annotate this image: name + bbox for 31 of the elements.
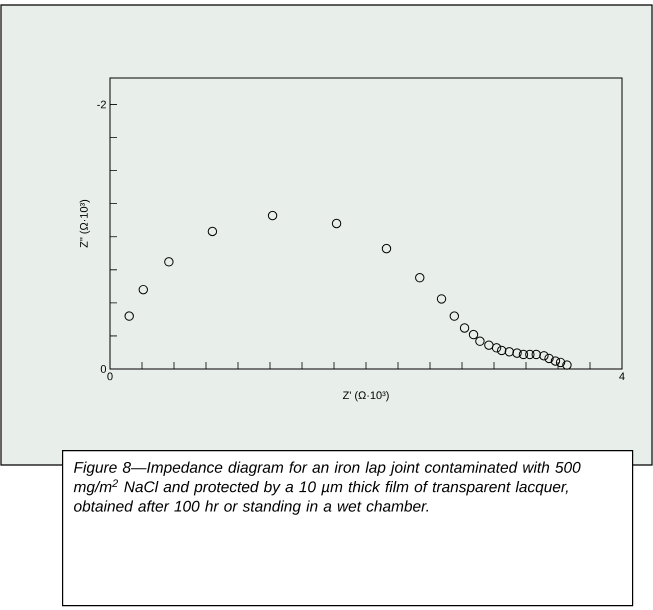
- point: [562, 360, 572, 370]
- y-tick-label: -2: [97, 100, 106, 108]
- point: [496, 346, 506, 356]
- point: [532, 350, 541, 360]
- point: [512, 348, 522, 358]
- point: [332, 218, 342, 228]
- point: [492, 343, 502, 353]
- point: [164, 257, 174, 267]
- point: [518, 350, 528, 360]
- point: [556, 358, 566, 368]
- point: [468, 330, 478, 340]
- point: [124, 311, 134, 321]
- point: [382, 244, 392, 254]
- x-tick-label: 4: [619, 372, 625, 380]
- point: [544, 354, 554, 364]
- caption: Figure 8—Impedance diagram for an iron lap joint contaminated with 500 mg/m$^{2}$ NaCl and protected by a 10 µm thick film of transparent lacquer, obtained after 100 hr or standing in a wet chamber.: [74, 462, 581, 515]
- point: [539, 351, 549, 360]
- point: [504, 347, 514, 357]
- point: [475, 336, 485, 346]
- point: [525, 350, 535, 360]
- point: [138, 284, 148, 294]
- point: [484, 340, 494, 350]
- point: [450, 311, 460, 321]
- point: [550, 356, 560, 366]
- point: [415, 273, 424, 282]
- y-axis-title: Z" (Ω·10³): [80, 200, 90, 248]
- point: [460, 323, 470, 333]
- point: [208, 226, 218, 236]
- point: [268, 210, 278, 220]
- x-axis-title: Z' (Ω·10³): [342, 391, 389, 402]
- point: [436, 294, 446, 304]
